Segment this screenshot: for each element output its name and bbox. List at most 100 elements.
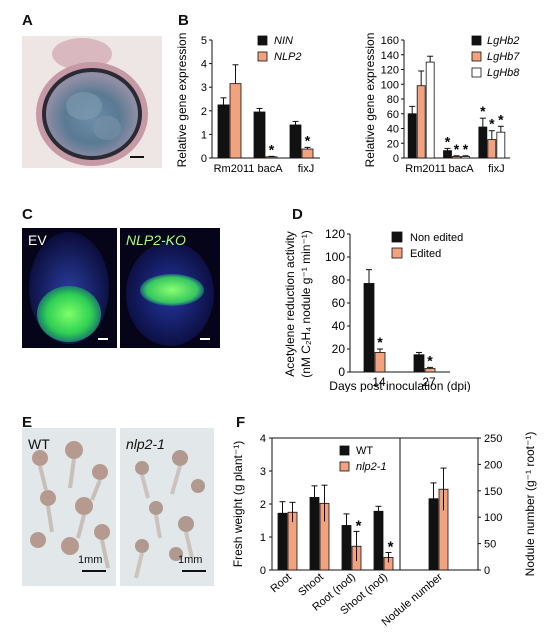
legend-label: Non edited [410, 232, 463, 244]
bar [425, 61, 435, 159]
micrograph-ev: EV [22, 228, 117, 348]
y-tick-label: 120 [381, 65, 399, 77]
y-tick-label: 40 [387, 124, 399, 136]
y-tick-label: 20 [387, 138, 399, 150]
y-right-tick-label: 200 [484, 459, 502, 471]
micrograph-nlp2-ko: NLP2-KO [120, 228, 220, 348]
legend-swatch [339, 461, 350, 472]
legend-swatch [471, 35, 482, 46]
panel-label-c: C [22, 206, 33, 223]
legend-label: nlp2-1 [356, 461, 387, 473]
legend-label: NIN [274, 35, 293, 47]
y-tick-label: 0 [338, 365, 345, 379]
bar [407, 113, 417, 159]
y-tick-label: 0 [201, 153, 207, 165]
y-axis-title: Acetylene reduction activity [283, 231, 297, 376]
significance-star: * [480, 103, 486, 119]
y-axis-title-line2: (nM C₂H₄ nodule g⁻¹ min⁻¹) [299, 230, 313, 378]
bar [413, 354, 425, 373]
significance-star: * [356, 517, 362, 534]
y-tick-label: 20 [332, 342, 346, 356]
y-tick-label: 60 [387, 109, 399, 121]
bar [217, 104, 230, 159]
significance-star: * [463, 141, 469, 157]
y-tick-label: 3 [201, 82, 207, 94]
bar [229, 83, 242, 159]
legend-label: LgHb2 [487, 35, 519, 47]
significance-star: * [427, 352, 433, 368]
y-tick-label: 4 [201, 59, 207, 71]
y-tick-label: 3 [260, 466, 266, 478]
y-tick-label: 0 [260, 565, 266, 577]
category-label: 14 [372, 375, 386, 389]
bar [289, 124, 302, 159]
chart-d: 0 20 40 60 80 100 120 * 14 * 27 Acetylene reduction… [283, 227, 471, 392]
y-tick-label: 100 [325, 250, 345, 264]
category-label: Nodule number [380, 571, 446, 629]
bar [416, 85, 426, 159]
significance-star: * [445, 133, 451, 149]
y-tick-label: 140 [381, 50, 399, 62]
legend-swatch [257, 35, 268, 46]
micrograph-nlp2-ko-drawing [120, 228, 220, 348]
legend-label: LgHb7 [487, 51, 520, 63]
significance-star: * [489, 116, 495, 132]
y-axis-title: Fresh weight (g plant⁻¹) [232, 441, 245, 567]
bar [496, 131, 506, 159]
y-axis-title: Relative gene expression [175, 33, 189, 168]
chart-b-left: 0 1 2 3 4 5 Rm2011 * bacA * fixJ Relative gene expr… [175, 33, 320, 175]
y-tick-label: 160 [381, 35, 399, 47]
y-tick-label: 120 [325, 227, 345, 241]
legend-swatch [391, 247, 403, 259]
scale-bar-wt [82, 570, 106, 572]
y-tick-label: 0 [393, 153, 399, 165]
micrograph-nlp2-ko-label: NLP2-KO [126, 232, 186, 248]
panel-label-b: B [178, 12, 189, 29]
bar [301, 148, 314, 159]
y-tick-label: 80 [332, 273, 346, 287]
y-right-tick-label: 150 [484, 486, 502, 498]
y-tick-label: 2 [260, 499, 266, 511]
category-label: Root [268, 571, 294, 595]
photo-wt-drawing [22, 428, 116, 586]
y-tick-label: 5 [201, 35, 207, 47]
legend-swatch [257, 51, 268, 62]
legend-label: WT [356, 445, 373, 457]
y-right-tick-label: 50 [484, 539, 496, 551]
legend-swatch [471, 67, 482, 78]
y-tick-label: 2 [201, 106, 207, 118]
y-tick-label: 80 [387, 94, 399, 106]
bar [253, 111, 266, 159]
legend-swatch [471, 51, 482, 62]
photo-wt: WT 1mm [22, 428, 116, 586]
legend-label: LgHb8 [487, 67, 520, 79]
photo-nlp2-1-drawing [120, 428, 214, 586]
bar [487, 139, 497, 159]
y-right-tick-label: 0 [484, 565, 490, 577]
legend-swatch [391, 231, 403, 243]
scale-bar-wt-label: 1mm [78, 554, 103, 566]
significance-star: * [498, 111, 504, 127]
scale-bar-nlp2-1 [182, 570, 206, 572]
category-label: fixJ [488, 163, 505, 175]
y-tick-label: 40 [332, 319, 346, 333]
panel-label-a: A [22, 12, 33, 29]
significance-star: * [305, 132, 311, 148]
significance-star: * [388, 539, 394, 556]
legend-swatch [339, 445, 350, 456]
micrograph-ev-drawing [22, 228, 117, 348]
y-tick-label: 4 [260, 433, 266, 445]
bar [373, 510, 384, 571]
y-tick-label: 1 [201, 129, 207, 141]
significance-star: * [377, 334, 383, 350]
legend-label: NLP2 [274, 51, 302, 63]
category-label: Rm2011 [214, 163, 255, 175]
significance-star: * [269, 141, 275, 157]
panel-label-f: F [236, 414, 246, 431]
y-right-tick-label: 100 [484, 512, 502, 524]
category-label: bacA [448, 163, 474, 175]
y-tick-label: 100 [381, 79, 399, 91]
category-label: 27 [422, 375, 436, 389]
